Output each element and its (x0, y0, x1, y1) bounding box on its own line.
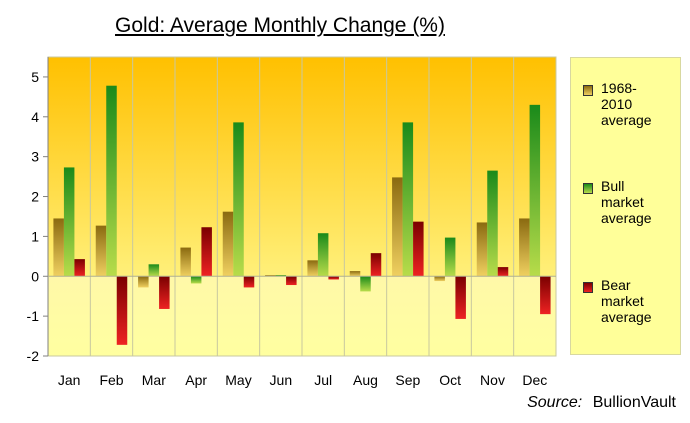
legend-swatch-1968-2010 (583, 85, 593, 96)
bar-bear-market-average-apr (201, 227, 212, 277)
y-axis: -2 -1 0 1 2 3 4 5 (27, 57, 49, 364)
legend-label-line: average (601, 309, 652, 325)
y-tick-label: -1 (27, 308, 40, 324)
bar-bull-market-average-oct (444, 237, 456, 277)
bar-bear-market-average-oct (455, 276, 466, 319)
x-tick-label: Apr (185, 372, 207, 388)
bar-bear-market-average-may (243, 276, 255, 288)
legend-swatch-bull (583, 183, 593, 194)
x-tick-label: Dec (522, 372, 547, 388)
bar-1968-2010-average-mar (138, 276, 149, 288)
bar-bear-market-average-jul (328, 276, 339, 280)
x-axis: Jan Feb Mar Apr May Jun Jul Aug Sep Oct Nov Dec (58, 372, 547, 388)
bar-1968-2010-average-may (222, 211, 234, 277)
y-tick-label: 4 (31, 109, 39, 125)
bar-bear-market-average-jan (74, 259, 85, 277)
bar-bull-market-average-jan (63, 167, 75, 277)
bar-bear-market-average-mar (159, 276, 170, 309)
bar-1968-2010-average-feb (95, 225, 107, 277)
legend-label-line: average (601, 112, 652, 128)
legend-label-line: Bull (601, 178, 625, 194)
bar-1968-2010-average-nov (476, 222, 488, 277)
bar-bull-market-average-nov (487, 170, 498, 277)
bar-bull-market-average-may (233, 122, 244, 277)
bar-bear-market-average-nov (497, 267, 509, 277)
legend-label-line: market (601, 293, 644, 309)
legend: 1968- 2010 average Bull market average B… (570, 57, 681, 355)
x-tick-label: Jul (314, 372, 332, 388)
bar-bull-market-average-aug (360, 276, 371, 292)
x-tick-label: Jun (270, 372, 293, 388)
legend-label-line: market (601, 194, 644, 210)
bar-1968-2010-average-oct (434, 276, 445, 282)
bar-bear-market-average-jun (286, 276, 297, 286)
source-note: Source: BullionVault (527, 394, 676, 412)
bar-bear-market-average-sep (413, 221, 424, 277)
bar-bear-market-average-aug (370, 253, 382, 277)
y-tick-label: -2 (27, 348, 40, 364)
bar-bull-market-average-jun (275, 275, 287, 277)
legend-label-line: 1968- (601, 80, 637, 96)
source-value: BullionVault (592, 394, 676, 411)
bar-1968-2010-average-jul (307, 260, 318, 277)
bar-bull-market-average-feb (106, 85, 117, 277)
x-tick-label: Oct (439, 372, 461, 388)
x-tick-label: May (225, 372, 251, 388)
bar-1968-2010-average-apr (180, 247, 191, 277)
bar-bull-market-average-dec (529, 104, 541, 277)
bar-bull-market-average-sep (402, 122, 414, 277)
legend-label-line: Bear (601, 277, 631, 293)
y-tick-label: 3 (31, 149, 39, 165)
y-tick-label: 0 (31, 268, 39, 284)
x-tick-label: Sep (395, 372, 420, 388)
y-tick-label: 5 (31, 69, 39, 85)
x-tick-label: Feb (99, 372, 123, 388)
x-tick-label: Aug (353, 372, 378, 388)
source-key: Source: (527, 394, 583, 411)
legend-label-line: average (601, 210, 652, 226)
x-tick-label: Jan (58, 372, 81, 388)
y-tick-label: 2 (31, 189, 39, 205)
bar-bull-market-average-jul (317, 233, 329, 277)
bars (48, 57, 556, 356)
legend-swatch-bear (583, 282, 593, 293)
bar-bull-market-average-mar (148, 264, 160, 277)
bar-1968-2010-average-sep (392, 177, 403, 277)
chart-title: Gold: Average Monthly Change (%) (115, 14, 445, 37)
bar-bull-market-average-apr (190, 276, 202, 284)
bar-1968-2010-average-jun (265, 275, 276, 277)
bar-1968-2010-average-jan (53, 218, 64, 277)
bar-bear-market-average-dec (540, 276, 551, 315)
y-tick-label: 1 (31, 228, 39, 244)
bar-1968-2010-average-aug (349, 271, 361, 277)
x-tick-label: Mar (142, 372, 166, 388)
bar-1968-2010-average-dec (519, 218, 530, 277)
x-tick-label: Nov (480, 372, 505, 388)
bar-bear-market-average-feb (116, 276, 128, 345)
legend-label-line: 2010 (601, 96, 633, 112)
